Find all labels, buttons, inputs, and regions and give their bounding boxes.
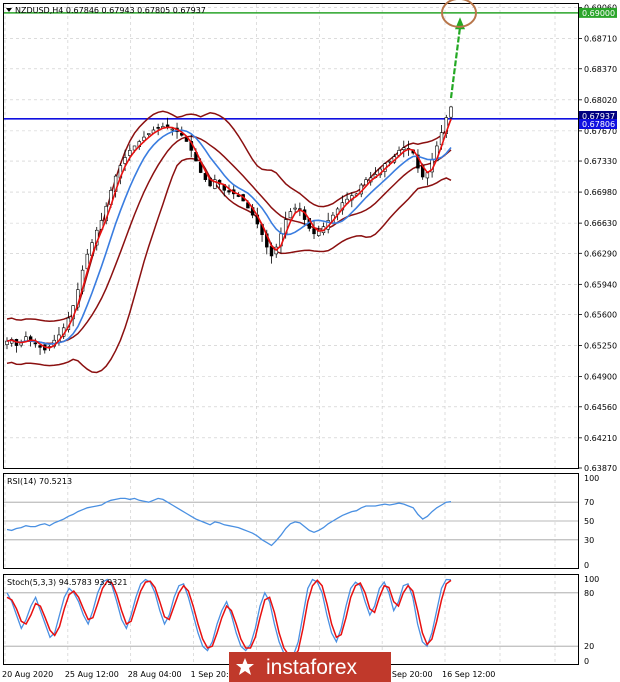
price-tick-label: 0.66980 [584, 188, 617, 197]
price-tick-label: 0.65600 [584, 311, 617, 320]
price-tag-box [579, 111, 617, 121]
price-level-lines [4, 12, 578, 120]
bull-candle [402, 147, 406, 151]
price-tick-label: 0.67670 [584, 127, 617, 136]
watermark-box [229, 652, 391, 682]
rsi-scale-label: 100 [584, 474, 599, 483]
price-tick-label: 0.67330 [584, 157, 617, 166]
bear-candle [416, 154, 420, 169]
price-pane-frame [3, 3, 579, 469]
rsi-line [6, 497, 452, 547]
time-axis-label: 20 Aug 2020 [2, 670, 53, 679]
time-axis-label: 28 Aug 04:00 [128, 670, 182, 679]
rsi-scale-label: 50 [584, 517, 594, 526]
price-tick-label: 0.68710 [584, 35, 617, 44]
bull-candle [364, 179, 368, 186]
slow-ma-line [6, 129, 452, 346]
stoch-scale-label: 20 [584, 642, 594, 651]
price-tick-label: 0.66290 [584, 249, 617, 258]
candlestick-series [5, 105, 453, 355]
price-tick-label: 0.64560 [584, 403, 617, 412]
stoch-label: Stoch(5,3,3) 94.5783 93.9321 [7, 578, 127, 587]
bear-candle [156, 127, 160, 129]
price-tick-label: 0.65940 [584, 280, 617, 289]
stoch-scale-label: 100 [584, 575, 599, 584]
symbol-header: NZDUSD,H4 0.67846 0.67943 0.67805 0.6793… [15, 6, 206, 15]
bull-candle [5, 340, 9, 345]
collapse-triangle-icon[interactable] [6, 8, 12, 12]
bull-candle [128, 150, 132, 156]
forecast-arrow [441, 0, 477, 99]
price-tick-label: 0.63870 [584, 464, 617, 473]
price-tag-box [579, 119, 617, 129]
stoch-signal-line [6, 579, 452, 658]
rsi-label: RSI(14) 70.5213 [7, 477, 72, 486]
price-tick-label: 0.64210 [584, 434, 617, 443]
rsi-scale-label: 0 [584, 561, 589, 570]
price-tick-label: 0.68370 [584, 65, 617, 74]
time-axis-label: 1 Sep 20:00 [191, 670, 239, 679]
bull-candle [170, 128, 175, 131]
target-circle [441, 0, 477, 28]
bull-candle [146, 133, 151, 135]
bull-candle [288, 211, 293, 219]
price-tag-label: 0.67806 [582, 120, 615, 129]
bull-candle [293, 207, 297, 210]
bull-candle [449, 106, 453, 118]
bear-candle [203, 173, 208, 180]
bear-candle [227, 190, 231, 193]
forecast-arrow-shaft [449, 27, 462, 99]
price-tick-label: 0.64900 [584, 373, 617, 382]
watermark-text: instaforex [266, 656, 358, 679]
price-tag-box [579, 7, 617, 18]
lower-band-line [6, 157, 452, 374]
price-tag-label: 0.67937 [582, 112, 615, 121]
rsi-scale-label: 70 [584, 498, 594, 507]
stochastic-pane: 100 80 20 0 [4, 575, 599, 666]
moving-averages [6, 118, 452, 349]
rsi-pane: 100 70 50 30 0 [4, 474, 599, 570]
time-axis-label: 11 Sep 20:00 [379, 670, 432, 679]
instaforex-logo-icon [236, 658, 254, 675]
price-tick-label: 0.66630 [584, 219, 617, 228]
price-tag-label: 0.69000 [582, 9, 615, 18]
bull-candle [387, 160, 392, 163]
bear-candle [184, 137, 189, 142]
middle-band-line [6, 135, 452, 345]
price-axis: 0.690600.687100.683700.680200.676700.673… [578, 4, 617, 473]
stoch-scale-label: 80 [584, 589, 594, 598]
rsi-scale-label: 30 [584, 536, 594, 545]
stoch-scale-label: 0 [584, 657, 589, 666]
time-axis-label: 25 Aug 12:00 [65, 670, 119, 679]
price-tick-label: 0.65250 [584, 342, 617, 351]
bear-candle [312, 228, 316, 235]
time-axis-label: 16 Sep 12:00 [442, 670, 495, 679]
fast-ma-line [6, 118, 452, 349]
price-tick-label: 0.68020 [584, 96, 617, 105]
bear-candle [33, 342, 38, 345]
bear-candle [38, 345, 42, 348]
bull-candle [123, 157, 127, 164]
bull-candle [213, 179, 217, 189]
